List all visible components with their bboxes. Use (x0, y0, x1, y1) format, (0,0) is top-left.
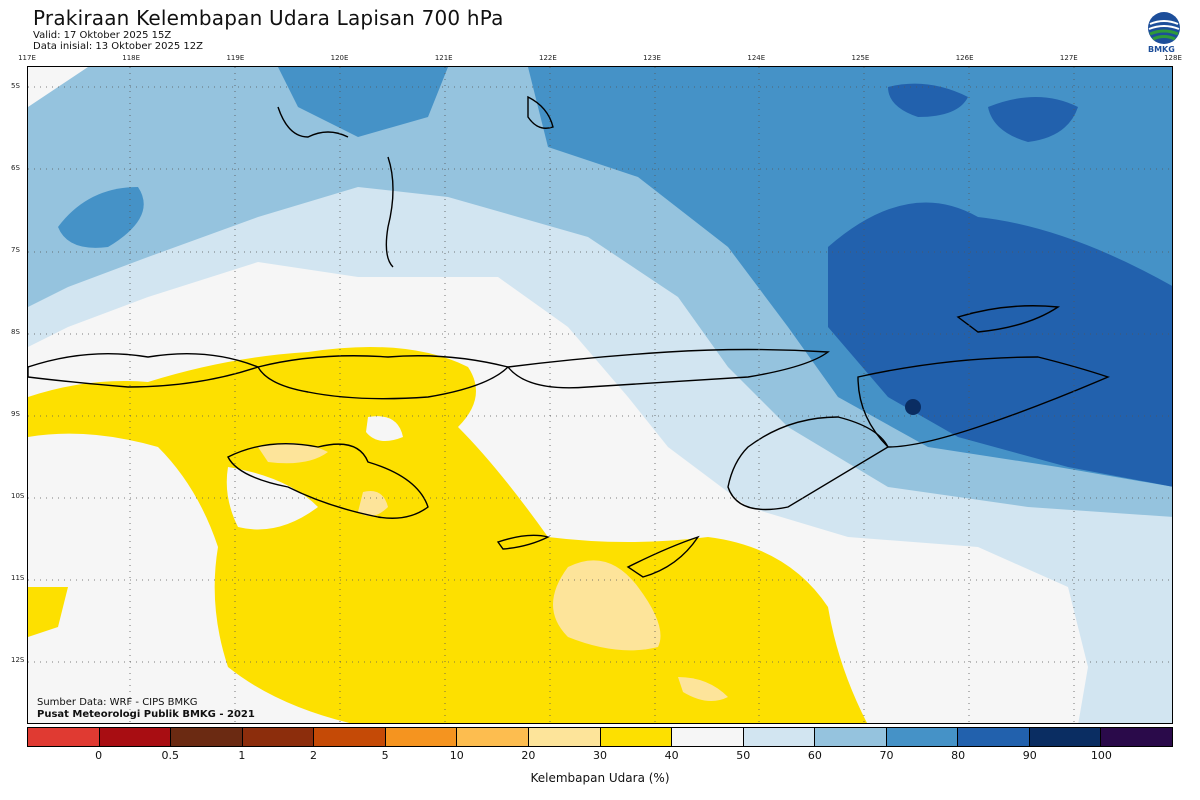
zone-90-100 (828, 202, 1172, 487)
colorbar-swatch (28, 728, 100, 746)
lon-label: 122E (539, 54, 557, 62)
colorbar-swatch (99, 728, 172, 746)
colorbar-swatch (457, 728, 529, 746)
colorbar-swatch (672, 728, 744, 746)
colorbar-swatch (743, 728, 816, 746)
colorbar-tick-label: 5 (381, 749, 389, 762)
initial-time: Data inisial: 13 Oktober 2025 12Z (33, 41, 203, 52)
colorbar-tick-label: 10 (449, 749, 464, 762)
lon-label: 125E (851, 54, 870, 62)
colorbar-tick-label: 0.5 (161, 749, 180, 762)
lat-label: 6S (11, 164, 20, 172)
colorbar-swatch (1029, 728, 1102, 746)
colorbar-swatch (314, 728, 386, 746)
lon-label: 118E (122, 54, 141, 62)
data-source: Sumber Data: WRF - CIPS BMKG (37, 697, 198, 708)
colorbar-swatch (242, 728, 315, 746)
colorbar-tick-label: 50 (736, 749, 751, 762)
colorbar-swatch (385, 728, 458, 746)
humidity-map (27, 66, 1173, 724)
lat-label: 11S (11, 574, 25, 582)
map-title: Prakiraan Kelembapan Udara Lapisan 700 h… (33, 6, 504, 30)
valid-time: Valid: 17 Oktober 2025 15Z (33, 30, 172, 41)
logo-label: BMKG (1148, 45, 1175, 54)
colorbar-tick-label: 2 (310, 749, 317, 762)
colorbar-tick-label: 80 (951, 749, 966, 762)
colorbar-tick-label: 30 (593, 749, 607, 762)
lat-label: 12S (11, 656, 25, 664)
colorbar-title: Kelembapan Udara (%) (530, 771, 670, 785)
colorbar-swatch (886, 728, 959, 746)
colorbar-swatch (815, 728, 887, 746)
lon-label: 127E (1059, 54, 1078, 62)
colorbar-tick-label: 20 (521, 749, 536, 762)
colorbar-tick-label: 40 (664, 749, 679, 762)
lon-label: 123E (643, 54, 661, 62)
colorbar-tick-label: 90 (1022, 749, 1037, 762)
colorbar-swatch (528, 728, 601, 746)
lon-label: 121E (434, 54, 453, 62)
colorbar-swatch (171, 728, 243, 746)
humidity-field (28, 67, 1172, 723)
colorbar-tick-label: 0 (95, 749, 103, 762)
coastlines (28, 95, 1110, 578)
colorbar-swatch (600, 728, 673, 746)
colorbar-swatch (958, 728, 1030, 746)
colorbar-tick-label: 100 (1090, 749, 1112, 762)
lon-label: 128E (1164, 54, 1182, 62)
colorbar-tick-label: 70 (879, 749, 894, 762)
colorbar-tick-label: 1 (238, 749, 246, 762)
lat-label: 7S (11, 246, 20, 254)
colorbar-tick-label: 60 (807, 749, 822, 762)
bmkg-logo (1148, 12, 1180, 44)
lon-label: 124E (747, 54, 766, 62)
lat-label: 8S (11, 328, 20, 336)
colorbar (27, 727, 1173, 747)
lon-label: 126E (955, 54, 974, 62)
lat-label: 9S (11, 410, 20, 418)
graticule (28, 67, 1172, 723)
lon-label: 117E (18, 54, 36, 62)
lat-label: 10S (11, 492, 25, 500)
organization: Pusat Meteorologi Publik BMKG - 2021 (37, 709, 255, 720)
lat-label: 5S (11, 82, 20, 90)
lon-label: 119E (226, 54, 245, 62)
lon-label: 120E (330, 54, 349, 62)
zone-30-40 (553, 560, 661, 651)
colorbar-swatch (1101, 728, 1172, 746)
